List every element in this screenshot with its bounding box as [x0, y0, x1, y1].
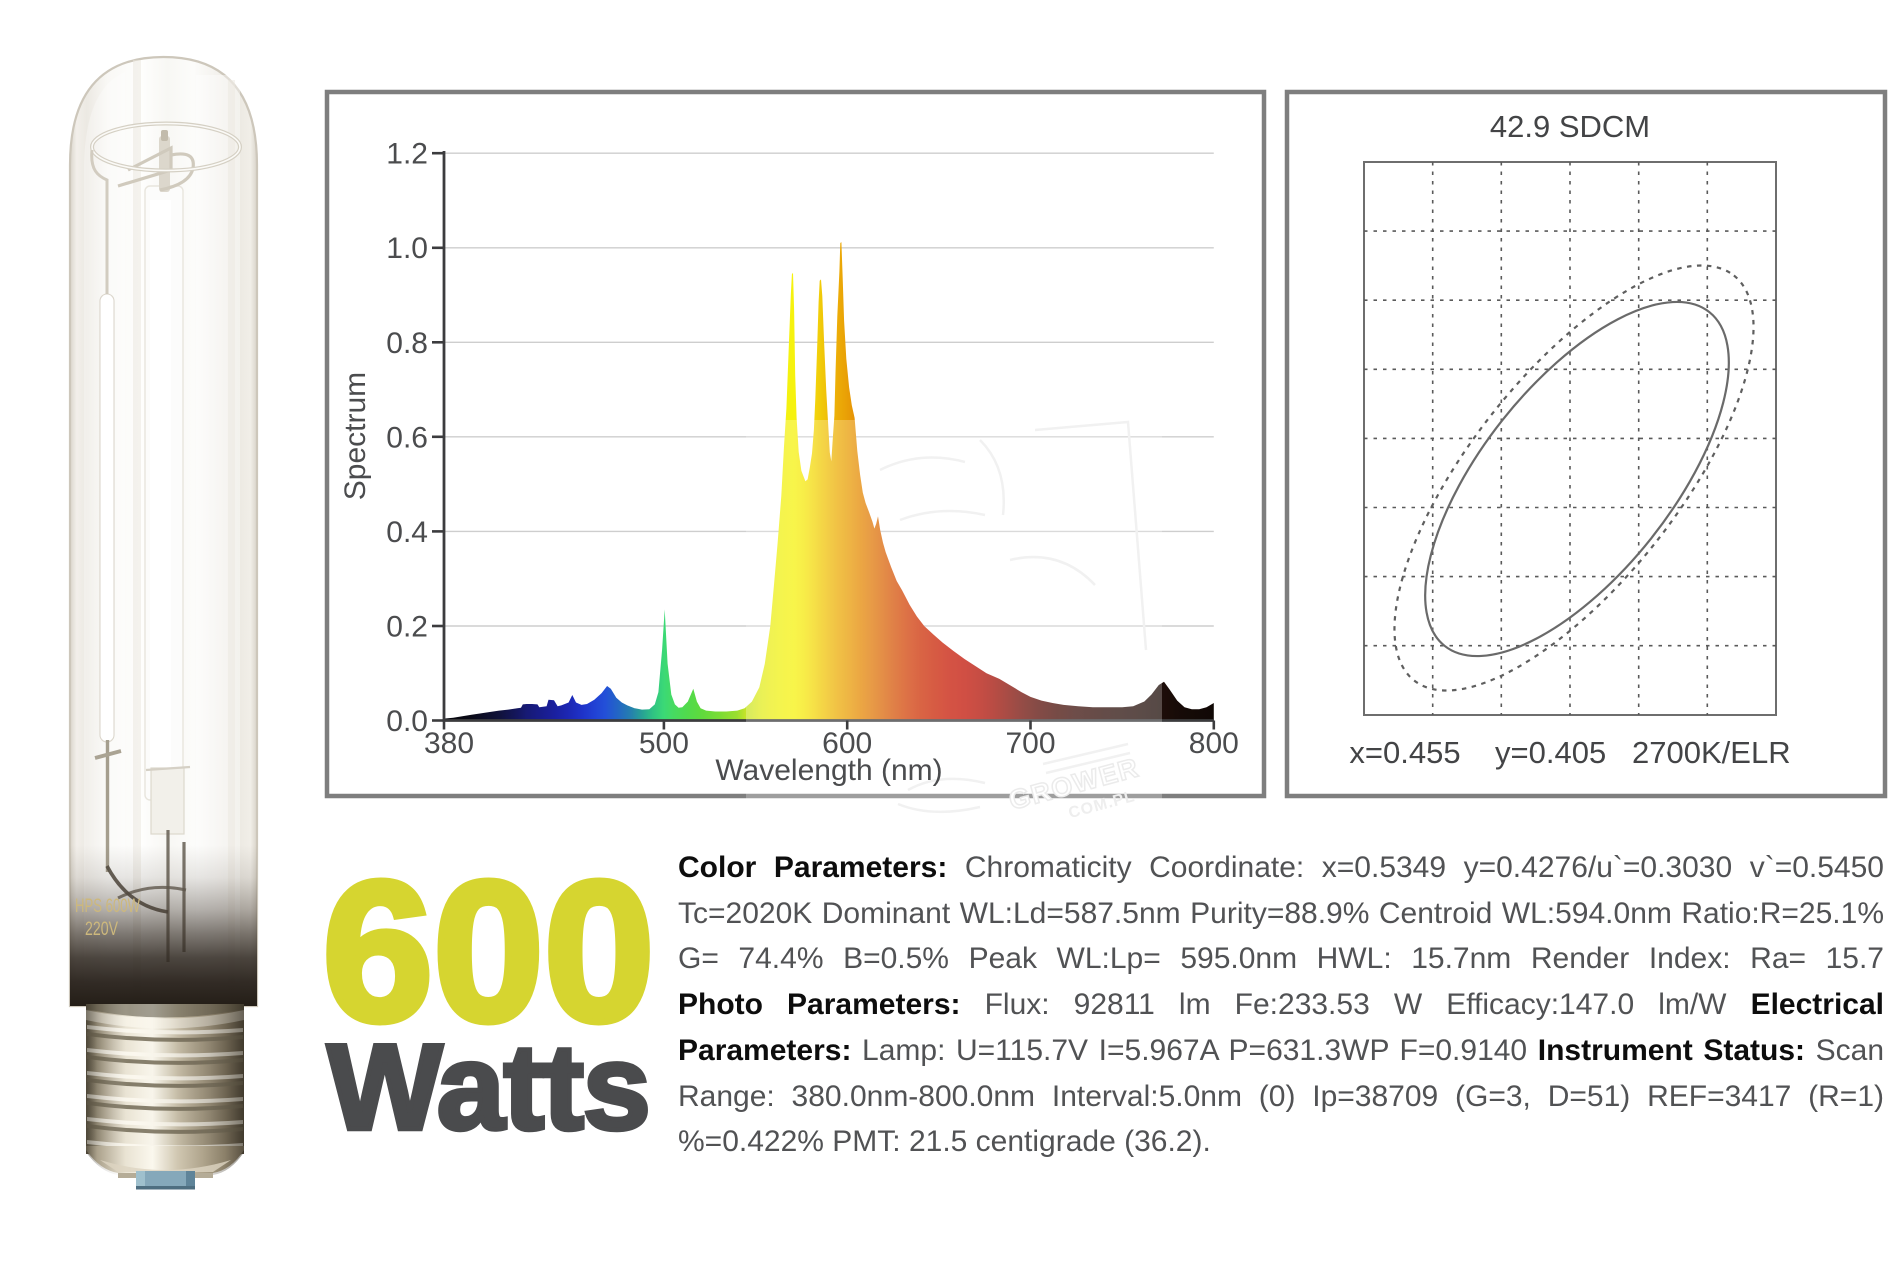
svg-text:380: 380: [424, 727, 474, 760]
svg-text:800: 800: [1189, 727, 1239, 760]
svg-text:x=0.455 y=0.405 2700K/ELR: x=0.455 y=0.405 2700K/ELR: [1349, 735, 1790, 770]
svg-text:Spectrum: Spectrum: [339, 372, 372, 500]
svg-text:0.0: 0.0: [386, 705, 428, 738]
svg-text:0.8: 0.8: [386, 327, 428, 360]
svg-text:220V: 220V: [85, 918, 118, 940]
svg-text:Wavelength (nm): Wavelength (nm): [715, 754, 942, 787]
svg-text:1.2: 1.2: [386, 138, 428, 171]
svg-text:500: 500: [639, 727, 689, 760]
svg-text:0.6: 0.6: [386, 421, 428, 454]
svg-text:700: 700: [1005, 727, 1055, 760]
svg-text:1.0: 1.0: [386, 232, 428, 265]
svg-text:42.9 SDCM: 42.9 SDCM: [1490, 109, 1650, 144]
svg-text:HPS 600W: HPS 600W: [75, 895, 140, 917]
svg-text:0.2: 0.2: [386, 611, 428, 644]
svg-text:0.4: 0.4: [386, 516, 428, 549]
svg-text:600: 600: [822, 727, 872, 760]
